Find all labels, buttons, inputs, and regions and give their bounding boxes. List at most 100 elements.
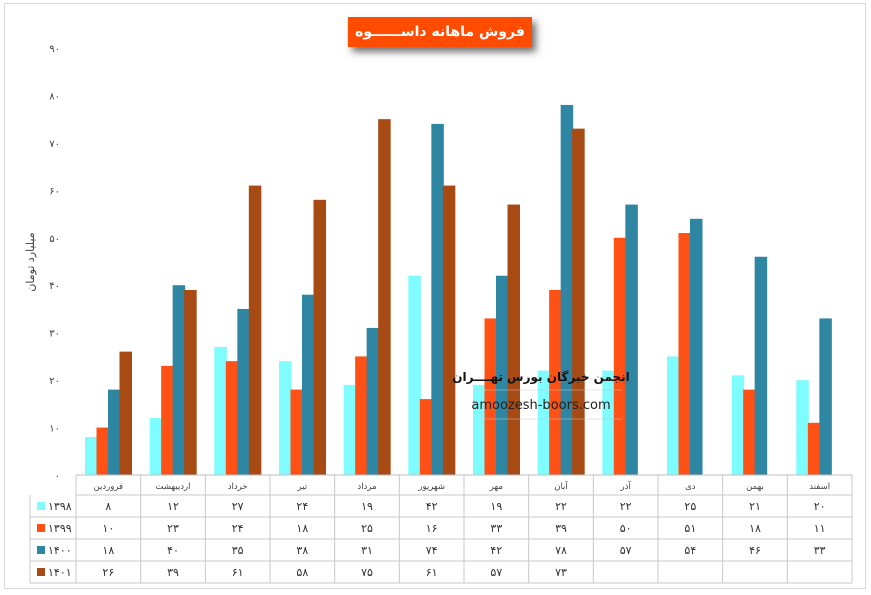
table-cell-value: ۳۹ xyxy=(555,522,567,535)
bar xyxy=(572,128,585,475)
watermark: انجمن خبرگان بورس تهــــران amoozesh-boo… xyxy=(452,370,630,420)
table-cell-value: ۱۰ xyxy=(102,522,114,535)
category-label: فروردین xyxy=(94,482,124,492)
category-label: اسفند xyxy=(809,482,830,492)
y-tick-label: ۱۰ xyxy=(49,424,60,435)
legend-key xyxy=(37,568,45,576)
category-label: بهمن xyxy=(746,482,764,492)
bar xyxy=(625,204,638,476)
series-name: ۱۴۰۰ xyxy=(48,544,72,557)
table-cell-value: ۲۴ xyxy=(296,500,308,513)
table-cell-value: ۳۳ xyxy=(814,544,826,557)
y-tick-label: ۷۰ xyxy=(49,139,60,150)
bar xyxy=(496,275,509,475)
table-cell-value: ۱۹ xyxy=(490,500,502,513)
table-cell-value: ۳۳ xyxy=(490,522,502,535)
category-label: آبان xyxy=(554,480,568,492)
y-tick-label: ۵۰ xyxy=(49,234,60,245)
bar xyxy=(731,375,745,475)
bar xyxy=(754,256,768,475)
table-cell-value: ۲۶ xyxy=(102,566,114,579)
table-cell-value: ۶۱ xyxy=(232,566,244,579)
category-label: آذر xyxy=(620,480,632,492)
table-cell-value: ۲۳ xyxy=(167,522,179,535)
bar xyxy=(237,308,250,475)
bar xyxy=(537,370,551,475)
table-cell-value: ۲۰ xyxy=(814,500,826,513)
table-cell-value: ۷۸ xyxy=(555,544,567,557)
table-cell-value: ۵۴ xyxy=(684,544,696,557)
series-name: ۱۳۹۹ xyxy=(48,522,72,535)
bar xyxy=(172,285,186,475)
table-cell-value: ۳۹ xyxy=(167,566,179,579)
table-cell-value: ۴۶ xyxy=(749,544,761,557)
watermark-title: انجمن خبرگان بورس تهــــران xyxy=(452,370,630,385)
table-cell-value: ۲۵ xyxy=(684,500,696,513)
legend-key xyxy=(37,502,45,510)
y-tick-label: ۳۰ xyxy=(49,329,60,340)
table-cell-value: ۷۵ xyxy=(361,566,373,579)
table-cell-value: ۱۸ xyxy=(296,522,308,535)
category-label: خرداد xyxy=(228,482,248,492)
y-tick-label: ۸۰ xyxy=(49,91,60,102)
bar xyxy=(690,218,703,476)
category-label: شهریور xyxy=(417,482,445,492)
legend-key xyxy=(37,546,45,554)
bar xyxy=(85,437,98,475)
table-cell-value: ۳۵ xyxy=(232,544,244,557)
bar xyxy=(613,237,627,475)
table-cell-value: ۱۹ xyxy=(361,500,373,513)
table-cell-value: ۳۸ xyxy=(296,544,308,557)
bars xyxy=(85,104,832,476)
table-cell-value: ۲۱ xyxy=(749,500,761,513)
y-tick-label: ۶۰ xyxy=(49,186,60,197)
bar xyxy=(484,318,497,475)
table-cell-value: ۶۱ xyxy=(426,566,438,579)
bar xyxy=(313,199,326,476)
bar xyxy=(366,327,380,475)
category-label: دی xyxy=(685,482,696,492)
legend-key xyxy=(37,524,45,532)
table-cell-value: ۸ xyxy=(105,500,111,513)
bar xyxy=(279,361,292,475)
y-tick-label: ۲۰ xyxy=(49,376,60,387)
bar xyxy=(225,361,239,475)
bar xyxy=(290,389,303,475)
table-cell-value: ۵۸ xyxy=(296,566,308,579)
table-cell-value: ۲۷ xyxy=(232,500,244,513)
bar xyxy=(108,389,121,475)
bar xyxy=(473,384,486,475)
bar xyxy=(819,318,832,475)
watermark-site: amoozesh-boors.com xyxy=(471,398,610,413)
table-cell-value: ۵۰ xyxy=(620,522,632,535)
bar xyxy=(807,422,821,475)
category-label: اردیبهشت xyxy=(155,482,190,492)
bar xyxy=(184,289,197,475)
table-cell-value: ۵۷ xyxy=(490,566,502,579)
bar xyxy=(343,384,357,475)
bar xyxy=(214,346,227,475)
category-label: مهر xyxy=(489,482,503,492)
bar xyxy=(796,380,809,475)
table-cell-value: ۴۲ xyxy=(426,500,438,513)
table-cell-value: ۲۵ xyxy=(361,522,373,535)
bar xyxy=(161,365,174,475)
table-cell-value: ۱۸ xyxy=(102,544,114,557)
table-cell-value: ۵۷ xyxy=(620,544,632,557)
table-cell-value: ۲۴ xyxy=(232,522,244,535)
bar xyxy=(96,427,109,475)
series-name: ۱۳۹۸ xyxy=(48,500,72,513)
table-cell-value: ۱۸ xyxy=(749,522,761,535)
table-cell-value: ۱۶ xyxy=(426,522,438,535)
table-cell-value: ۱۲ xyxy=(167,500,179,513)
bar xyxy=(442,185,456,476)
table-cell-value: ۷۴ xyxy=(426,544,438,557)
y-tick-label: ۹۰ xyxy=(49,44,60,55)
bar xyxy=(408,275,421,475)
bar xyxy=(119,351,132,475)
y-axis-label: میلیارد تومان xyxy=(24,232,37,291)
table-cell-value: ۵۱ xyxy=(684,522,696,535)
y-tick-label: ۴۰ xyxy=(49,281,60,292)
data-table: فروردین اردیبهشت خرداد تیر مرداد شهریور مهر آبا… xyxy=(29,474,853,584)
